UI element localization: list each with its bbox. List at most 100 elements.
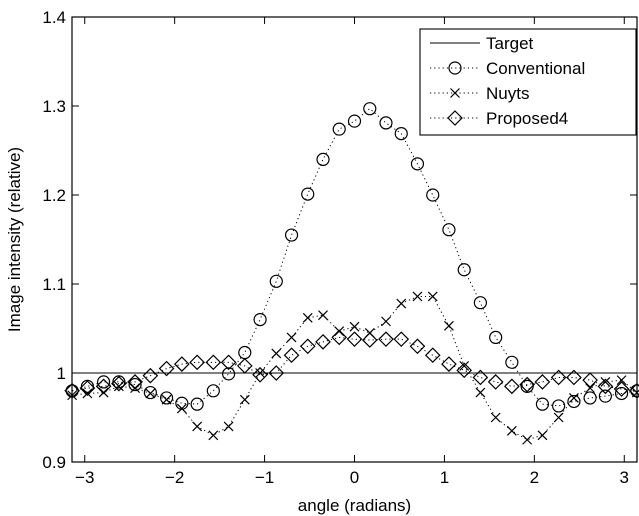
legend: Target Conventional Nuyts Proposed4 (419, 28, 637, 136)
data-point-proposed4 (441, 356, 457, 372)
x-axis-label: angle (radians) (298, 496, 411, 515)
data-point-nuyts-stroke-b (145, 388, 156, 399)
data-point-proposed4 (346, 331, 363, 348)
data-point-nuyts-stroke-b (616, 375, 627, 386)
legend-label-nuyts: Nuyts (486, 84, 529, 103)
data-point-nuyts-stroke-b (271, 348, 282, 359)
data-point-proposed4 (504, 378, 520, 395)
data-point-nuyts-stroke-b (506, 425, 517, 436)
y-tick-label: 1.4 (42, 8, 66, 27)
data-point-proposed4 (582, 372, 598, 388)
data-point-conventional (253, 313, 267, 327)
x-tick-label: 3 (620, 468, 629, 487)
data-point-nuyts-stroke-b (192, 421, 203, 432)
x-tick-label: −1 (255, 468, 274, 487)
data-point-nuyts (427, 291, 438, 302)
data-point-conventional (332, 122, 346, 136)
data-point-nuyts-stroke-b (161, 394, 172, 405)
data-point-nuyts-stroke-b (318, 310, 328, 321)
data-point-nuyts-stroke-b (522, 434, 533, 445)
data-point-proposed4 (205, 354, 222, 371)
data-point-nuyts (600, 376, 611, 387)
data-point-proposed4 (424, 347, 441, 364)
data-point-conventional (614, 386, 629, 401)
data-point-proposed4 (79, 380, 96, 396)
data-point-nuyts (381, 316, 391, 327)
data-point-nuyts (616, 375, 627, 386)
data-point-nuyts-stroke-b (490, 412, 501, 423)
data-point-nuyts-stroke-b (537, 430, 548, 441)
data-point-nuyts-stroke-b (396, 298, 407, 309)
data-point-nuyts (506, 425, 517, 436)
legend-box (419, 28, 637, 136)
data-point-proposed4 (236, 358, 253, 374)
data-point-nuyts (568, 392, 579, 403)
data-point-nuyts (318, 310, 328, 321)
data-point-nuyts-stroke-b (302, 312, 313, 323)
data-point-nuyts (113, 381, 124, 392)
data-point-nuyts-stroke-b (176, 403, 187, 414)
data-point-proposed4 (487, 374, 504, 390)
data-point-conventional (159, 391, 174, 405)
data-point-proposed4 (519, 376, 535, 393)
data-point-conventional (190, 397, 204, 411)
data-point-nuyts (522, 434, 533, 445)
data-point-conventional (206, 384, 220, 398)
axes: −3 −2 −1 0 1 2 3 0.9 1 1.1 1.2 1.3 1.4 (42, 8, 638, 487)
data-point-proposed4 (331, 329, 348, 346)
legend-entry-conventional: Conventional (430, 59, 585, 78)
series-nuyts (67, 291, 639, 445)
data-point-conventional (379, 116, 393, 130)
data-point-nuyts (271, 348, 282, 359)
data-point-conventional (347, 114, 362, 128)
series-proposed4 (64, 329, 639, 399)
data-point-nuyts-stroke-b (475, 387, 486, 398)
data-point-conventional (316, 152, 330, 166)
data-point-conventional (222, 367, 236, 381)
data-point-conventional (284, 228, 299, 242)
data-point-proposed4 (315, 334, 331, 350)
data-point-proposed4 (378, 331, 394, 348)
data-point-conventional (567, 394, 581, 409)
data-point-proposed4 (189, 354, 205, 371)
data-point-proposed4 (566, 369, 582, 386)
data-point-conventional (394, 126, 408, 141)
data-point-conventional (426, 188, 440, 202)
data-point-conventional (442, 223, 456, 237)
data-point-proposed4 (534, 374, 551, 390)
data-point-nuyts-stroke-b (286, 332, 297, 343)
legend-label-proposed4: Proposed4 (486, 109, 568, 128)
data-point-conventional (269, 274, 283, 288)
data-point-proposed4 (283, 347, 300, 364)
data-point-nuyts (82, 388, 93, 399)
data-point-proposed4 (472, 369, 489, 386)
data-point-conventional (301, 187, 315, 201)
data-point-nuyts-stroke-b (223, 421, 234, 432)
data-point-conventional (410, 157, 425, 171)
data-point-proposed4 (158, 360, 175, 377)
data-point-nuyts-stroke-b (82, 388, 93, 399)
x-tick-label: 2 (530, 468, 539, 487)
data-point-nuyts-stroke-b (412, 291, 423, 302)
data-point-proposed4 (597, 378, 614, 395)
data-point-nuyts (302, 312, 313, 323)
data-point-nuyts (145, 388, 156, 399)
legend-marker-nuyts (450, 88, 460, 98)
data-point-conventional (363, 102, 377, 116)
data-point-nuyts (490, 412, 501, 423)
data-point-nuyts-stroke-b (585, 383, 596, 394)
data-point-nuyts-stroke-b (553, 412, 564, 423)
data-point-nuyts (475, 387, 486, 398)
data-point-nuyts (585, 383, 596, 394)
data-point-nuyts (443, 320, 454, 331)
x-tick-label: 1 (440, 468, 449, 487)
data-point-nuyts-stroke-b (381, 316, 391, 327)
data-point-nuyts (176, 403, 187, 414)
data-point-nuyts-stroke-b (208, 430, 219, 441)
data-point-nuyts (286, 332, 297, 343)
legend-entry-nuyts: Nuyts (430, 84, 529, 103)
data-point-nuyts (459, 360, 470, 371)
data-point-conventional (489, 330, 503, 344)
data-point-proposed4 (409, 338, 426, 355)
